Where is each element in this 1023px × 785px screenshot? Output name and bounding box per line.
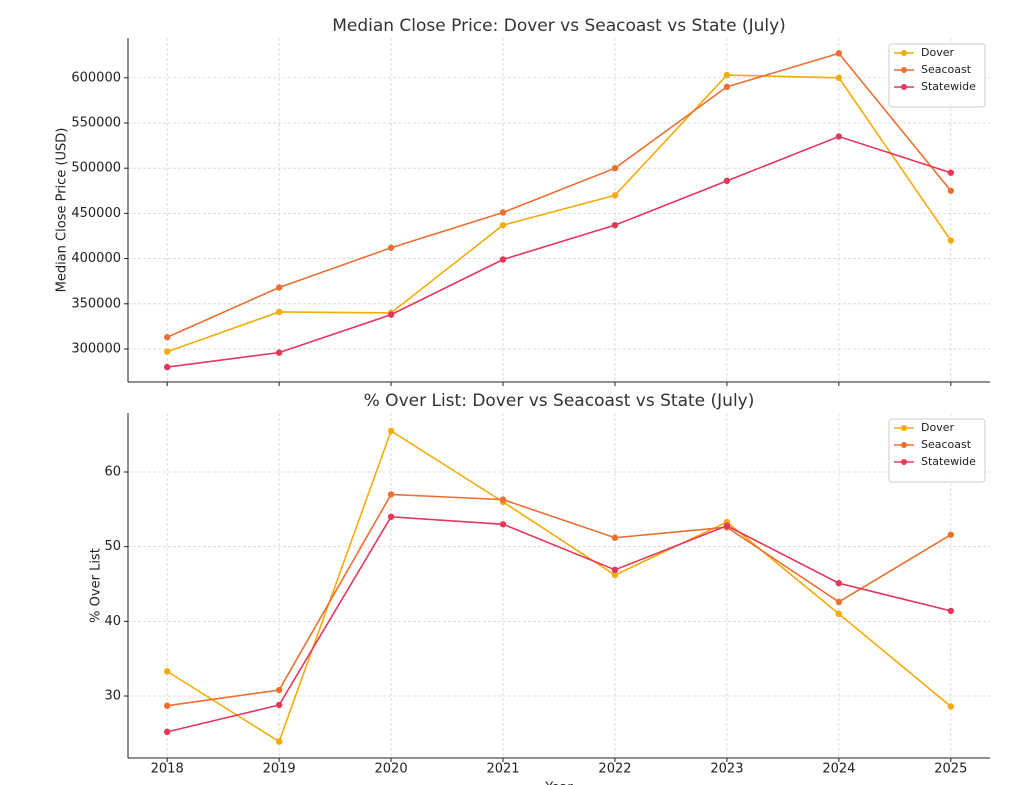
legend-label: Dover bbox=[921, 46, 954, 59]
data-point bbox=[275, 308, 283, 316]
x-tick-label: 2023 bbox=[710, 762, 743, 777]
data-point bbox=[387, 427, 395, 435]
y-tick-label: 300000 bbox=[71, 342, 121, 357]
y-tick-label: 400000 bbox=[71, 251, 121, 266]
data-point bbox=[723, 522, 731, 529]
legend-swatch bbox=[901, 67, 907, 73]
data-point bbox=[387, 491, 395, 498]
data-point bbox=[611, 571, 619, 579]
x-tick-label: 2019 bbox=[263, 762, 296, 777]
data-point bbox=[611, 566, 619, 574]
data-point bbox=[611, 164, 619, 172]
data-point bbox=[835, 50, 843, 57]
x-tick-label: 2022 bbox=[598, 762, 631, 777]
y-axis-label: Median Close Price (USD) bbox=[55, 128, 70, 293]
legend-label: Statewide bbox=[921, 80, 976, 93]
legend-swatch bbox=[901, 459, 907, 465]
data-point bbox=[611, 534, 619, 541]
legend-label: Seacoast bbox=[921, 63, 972, 76]
chart-title: % Over List: Dover vs Seacoast vs State … bbox=[364, 391, 755, 411]
data-point bbox=[835, 598, 843, 606]
data-point bbox=[163, 334, 171, 341]
data-point bbox=[835, 74, 843, 81]
data-point bbox=[275, 686, 283, 694]
data-point bbox=[947, 169, 955, 176]
legend-label: Statewide bbox=[921, 455, 976, 468]
y-tick-label: 450000 bbox=[71, 206, 121, 221]
data-point bbox=[947, 187, 955, 194]
series-line bbox=[166, 515, 952, 733]
legend-box bbox=[888, 418, 986, 483]
data-point bbox=[387, 244, 395, 251]
data-point bbox=[275, 738, 283, 745]
x-tick-label: 2018 bbox=[151, 762, 184, 777]
data-point bbox=[163, 363, 171, 371]
legend-swatch bbox=[901, 442, 907, 448]
data-point bbox=[835, 133, 843, 140]
data-point bbox=[499, 256, 507, 263]
data-point bbox=[163, 348, 171, 355]
y-tick-label: 350000 bbox=[71, 296, 121, 311]
data-point bbox=[611, 192, 619, 199]
y-tick-label: 550000 bbox=[71, 115, 121, 130]
data-point bbox=[275, 349, 283, 356]
legend-label: Seacoast bbox=[921, 438, 972, 451]
data-point bbox=[723, 71, 731, 79]
data-point bbox=[723, 177, 731, 185]
data-point bbox=[947, 703, 955, 710]
series-line bbox=[166, 429, 952, 743]
x-tick-label: 2025 bbox=[934, 762, 967, 777]
data-point bbox=[947, 607, 955, 615]
y-tick-label: 30 bbox=[104, 689, 121, 704]
data-point bbox=[835, 610, 843, 618]
legend-swatch bbox=[901, 50, 907, 56]
data-point bbox=[947, 531, 955, 538]
x-tick-label: 2024 bbox=[822, 762, 855, 777]
y-tick-label: 500000 bbox=[71, 161, 121, 176]
series-line bbox=[166, 52, 952, 338]
data-point bbox=[499, 521, 507, 528]
data-point bbox=[499, 221, 507, 229]
y-tick-label: 60 bbox=[104, 464, 121, 479]
data-point bbox=[723, 83, 731, 91]
legend-swatch bbox=[901, 425, 907, 431]
legend-box bbox=[888, 43, 986, 108]
data-point bbox=[611, 221, 619, 229]
series-line bbox=[167, 493, 952, 707]
x-tick-label: 2020 bbox=[375, 762, 408, 777]
chart-title: Median Close Price: Dover vs Seacoast vs… bbox=[332, 16, 786, 36]
data-point bbox=[947, 237, 955, 244]
series-line bbox=[166, 74, 952, 353]
series-line bbox=[167, 135, 952, 368]
y-tick-label: 50 bbox=[104, 539, 121, 554]
x-tick-label: 2021 bbox=[486, 762, 519, 777]
data-point bbox=[275, 284, 283, 291]
y-axis-label: % Over List bbox=[89, 548, 104, 623]
legend-swatch bbox=[901, 84, 907, 90]
data-point bbox=[387, 513, 395, 520]
data-point bbox=[499, 496, 507, 503]
data-point bbox=[163, 702, 171, 709]
data-point bbox=[387, 311, 395, 318]
y-tick-label: 600000 bbox=[71, 70, 121, 85]
data-point bbox=[499, 209, 507, 216]
data-point bbox=[163, 668, 171, 675]
x-axis-label: Year bbox=[544, 781, 573, 785]
y-tick-label: 40 bbox=[104, 614, 121, 629]
data-point bbox=[835, 580, 843, 587]
data-point bbox=[163, 728, 171, 736]
data-point bbox=[275, 701, 283, 709]
legend-label: Dover bbox=[921, 421, 954, 434]
